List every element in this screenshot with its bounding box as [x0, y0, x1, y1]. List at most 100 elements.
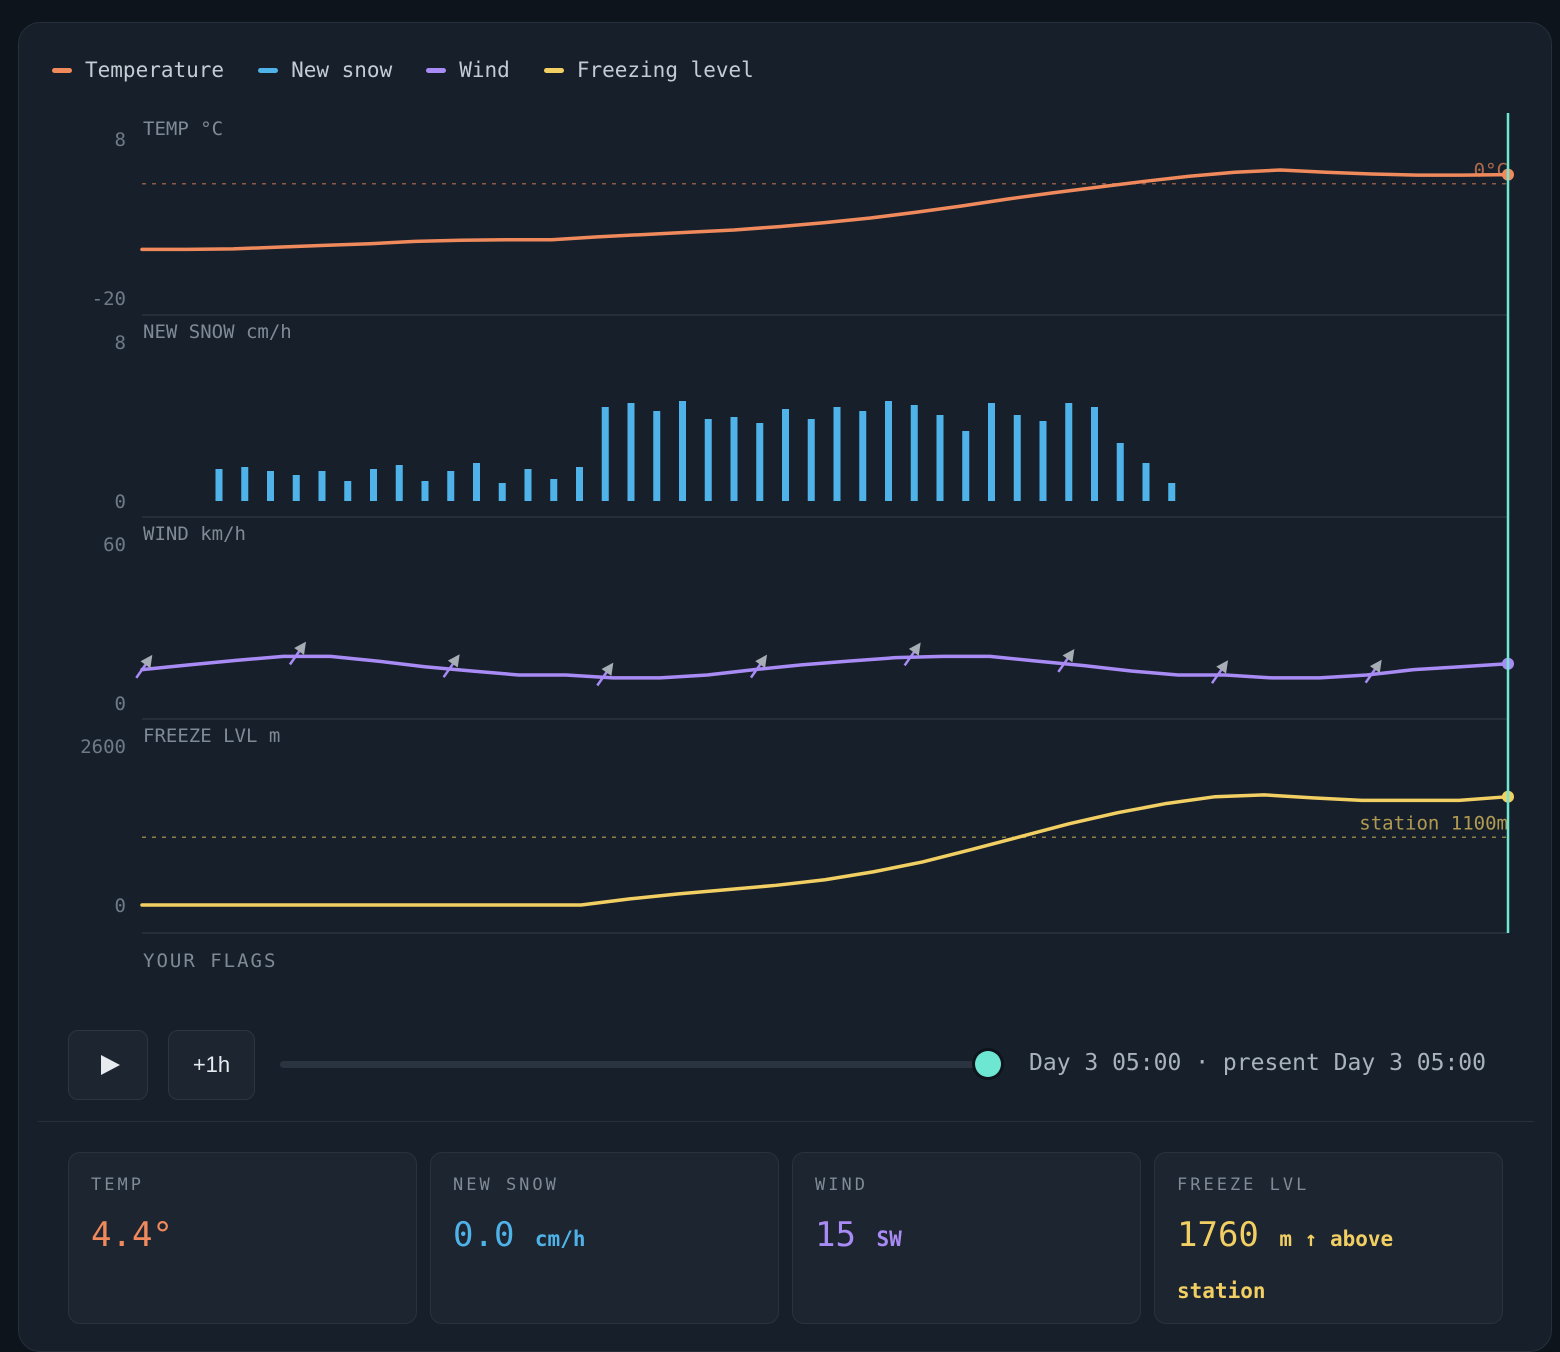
chart-legend: Temperature New snow Wind Freezing level — [52, 58, 754, 82]
card-wind: WIND 15 SW — [792, 1152, 1141, 1324]
wind-direction-arrow-icon — [442, 654, 460, 678]
panel-title: TEMP °C — [143, 118, 223, 140]
legend-item-freezing-level[interactable]: Freezing level — [543, 58, 754, 82]
snow-bar — [962, 431, 970, 501]
current-time: Day 3 05:00 — [1029, 1050, 1182, 1076]
series-line — [140, 654, 1510, 680]
card-label: NEW SNOW — [453, 1175, 559, 1195]
legend-label: New snow — [291, 58, 393, 82]
separator: · — [1195, 1050, 1210, 1076]
card-new-snow: NEW SNOW 0.0 cm/h — [430, 1152, 779, 1324]
series-line — [140, 793, 1510, 907]
snow-bar — [498, 483, 506, 501]
play-button[interactable] — [68, 1030, 148, 1100]
wind-direction-arrow-icon — [1364, 659, 1382, 684]
snow-bar — [576, 467, 583, 501]
legend-swatch — [52, 67, 72, 73]
y-tick-label: -20 — [92, 288, 126, 310]
snow-bar — [344, 481, 352, 501]
divider — [38, 1121, 1534, 1122]
snow-bar — [524, 469, 532, 501]
legend-item-temperature[interactable]: Temperature — [52, 58, 224, 82]
wind-direction-arrow-icon — [749, 654, 768, 679]
wind-value: 15 — [815, 1215, 856, 1255]
wind-direction-arrow-icon — [1057, 648, 1075, 673]
panel-title: NEW SNOW cm/h — [143, 321, 292, 343]
panel-title: WIND km/h — [143, 523, 246, 545]
snow-bar — [679, 401, 686, 501]
snow-bar — [370, 469, 377, 501]
legend-swatch — [543, 67, 564, 73]
snow-bar — [730, 417, 738, 501]
y-tick-label: 8 — [115, 332, 126, 354]
y-tick-label: 0 — [115, 895, 126, 917]
forecast-chart[interactable]: 8 -20 TEMP °C 0°C 8 0 NEW SNOW cm/h 60 0 WIND km/… — [0, 0, 1560, 1000]
snow-bar — [292, 475, 300, 501]
wind-direction-arrow-icon — [288, 641, 306, 666]
wind-direction-arrow-icon — [596, 662, 614, 687]
snow-bar — [447, 471, 455, 501]
legend-label: Wind — [459, 58, 510, 82]
snow-bar — [988, 403, 995, 501]
snow-bar — [241, 467, 249, 501]
snow-bar — [601, 407, 609, 501]
snow-bar — [1091, 407, 1098, 501]
snow-bar — [782, 409, 789, 501]
time-slider[interactable] — [280, 1051, 1001, 1077]
reference-label: 0°C — [1474, 160, 1508, 182]
snow-bar — [627, 403, 635, 501]
series-line — [140, 168, 1510, 252]
snow-bar — [550, 479, 558, 501]
wind-direction-arrow-icon — [903, 642, 921, 667]
forecast-panel — [18, 22, 1552, 1352]
card-value: 1760 m ↑ above station — [1177, 1211, 1480, 1315]
slider-handle[interactable] — [975, 1051, 1001, 1077]
y-tick-label: 8 — [115, 129, 126, 151]
panel-title: FREEZE LVL m — [143, 725, 280, 747]
legend-item-wind[interactable]: Wind — [426, 58, 510, 82]
legend-swatch — [426, 67, 447, 73]
snow-bar — [807, 419, 815, 501]
flags-label: YOUR FLAGS — [143, 950, 278, 972]
snow-bar — [833, 407, 841, 501]
card-temp: TEMP 4.4° — [68, 1152, 417, 1324]
legend-item-new-snow[interactable]: New snow — [258, 58, 392, 82]
legend-label: Freezing level — [576, 58, 754, 82]
snow-bar — [756, 423, 764, 501]
card-value: 15 SW — [815, 1211, 1118, 1263]
snow-unit: cm/h — [534, 1227, 586, 1251]
temp-value: 4.4° — [91, 1215, 173, 1255]
y-tick-label: 2600 — [80, 736, 126, 758]
step-forward-button[interactable]: +1h — [168, 1030, 255, 1100]
snow-bar — [1116, 443, 1124, 501]
wind-direction-arrow-icon — [1210, 660, 1229, 684]
card-label: FREEZE LVL — [1177, 1175, 1310, 1195]
snow-bar — [473, 463, 480, 501]
wind-direction-arrow-icon — [135, 654, 153, 679]
card-freeze-level: FREEZE LVL 1760 m ↑ above station — [1154, 1152, 1503, 1324]
snow-bar — [267, 471, 274, 501]
snow-bar — [215, 469, 223, 501]
snow-bar — [1142, 463, 1150, 501]
card-value: 4.4° — [91, 1211, 394, 1259]
snow-bar — [1168, 483, 1176, 501]
wind-direction: SW — [876, 1227, 902, 1251]
snow-bar — [421, 481, 429, 501]
snow-bar — [910, 405, 918, 501]
snow-bar — [318, 471, 326, 501]
legend-swatch — [258, 67, 279, 73]
y-tick-label: 0 — [115, 693, 126, 715]
snow-bar — [859, 411, 867, 501]
play-icon — [100, 1055, 120, 1075]
y-tick-label: 60 — [103, 534, 126, 556]
snow-bar — [1013, 415, 1021, 501]
time-readout: Day 3 05:00 · present Day 3 05:00 — [1029, 1050, 1486, 1076]
snow-bar — [653, 411, 661, 501]
snow-bar — [936, 415, 944, 501]
freeze-unit: m ↑ above station — [1177, 1227, 1394, 1303]
snow-bar — [885, 401, 892, 501]
present-time: present Day 3 05:00 — [1222, 1050, 1487, 1076]
card-value: 0.0 cm/h — [453, 1211, 756, 1263]
snow-bar — [1065, 403, 1073, 501]
reference-label: station 1100m — [1359, 812, 1508, 834]
